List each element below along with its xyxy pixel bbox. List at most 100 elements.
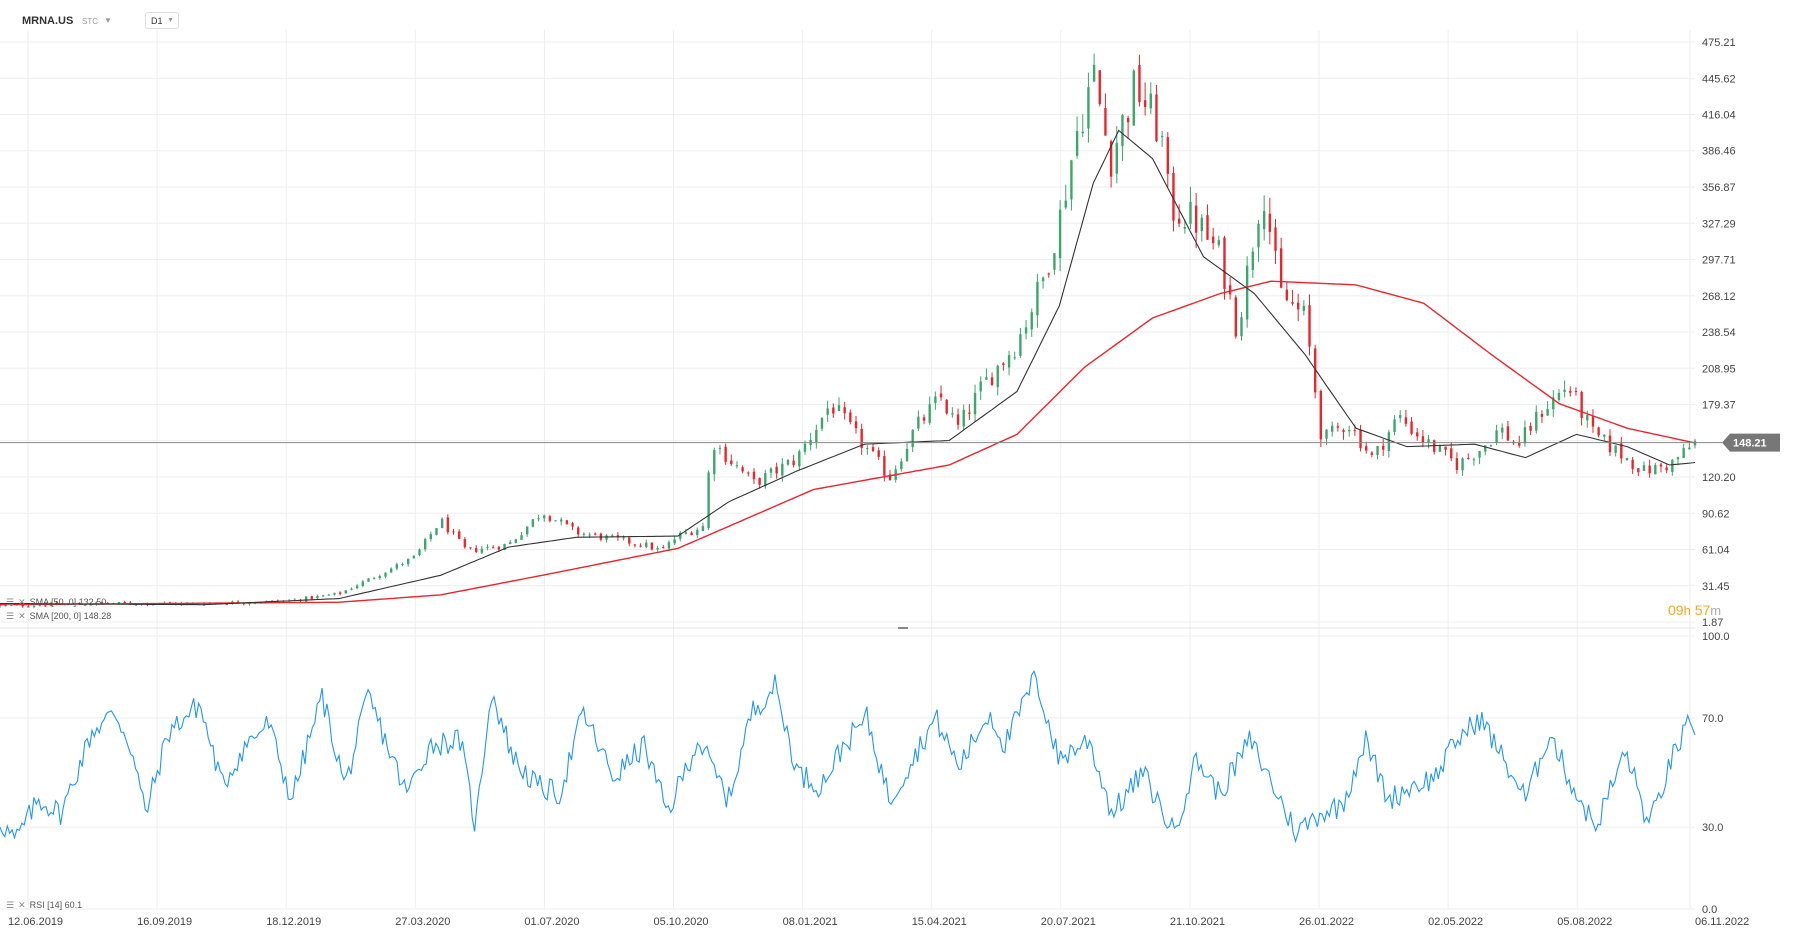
y-tick-label: 386.46 bbox=[1702, 146, 1736, 158]
y-tick-label: 416.04 bbox=[1702, 110, 1736, 122]
candle-body bbox=[435, 528, 438, 535]
candle-body bbox=[1597, 427, 1600, 436]
candle-body bbox=[1557, 392, 1561, 400]
candle-body bbox=[622, 537, 625, 539]
candle-body bbox=[1410, 421, 1413, 434]
candle-body bbox=[316, 595, 319, 599]
candle-body bbox=[656, 548, 659, 550]
x-tick-label: 15.04.2021 bbox=[912, 916, 967, 928]
candle-body bbox=[1002, 363, 1005, 366]
candle-body bbox=[1223, 237, 1226, 289]
candle-body bbox=[372, 577, 376, 579]
candle-body bbox=[843, 407, 846, 414]
candle-body bbox=[514, 539, 518, 543]
candle-body bbox=[1019, 334, 1022, 356]
sma200-name: SMA [200, 0] bbox=[29, 611, 82, 621]
candle-body bbox=[1421, 436, 1425, 443]
candle-body bbox=[225, 603, 228, 605]
candle-body bbox=[854, 421, 858, 429]
candle-body bbox=[968, 412, 971, 414]
candle-body bbox=[1217, 240, 1221, 246]
candle-body bbox=[1155, 94, 1158, 142]
candle-body bbox=[866, 448, 869, 450]
sma200-value: 148.28 bbox=[83, 611, 112, 621]
candle-body bbox=[1070, 160, 1073, 200]
rsi-tick-label: 100.0 bbox=[1702, 631, 1730, 643]
candle-body bbox=[565, 520, 569, 524]
candle-body bbox=[554, 520, 557, 522]
candle-body bbox=[531, 519, 535, 527]
sma50-legend[interactable]: ☰ ✕ SMA [50, 0] 132.50 bbox=[6, 597, 106, 608]
symbol-label[interactable]: MRNA.US bbox=[22, 15, 74, 27]
close-icon[interactable]: ✕ bbox=[18, 597, 26, 607]
lines-layer bbox=[0, 129, 1722, 844]
candle-body bbox=[752, 471, 756, 480]
candle-body bbox=[1518, 442, 1521, 446]
candle-body bbox=[1676, 457, 1680, 460]
candle-body bbox=[412, 555, 416, 559]
candle-body bbox=[89, 604, 92, 606]
candle-body bbox=[1416, 432, 1419, 437]
candle-body bbox=[361, 581, 365, 586]
candle-body bbox=[1098, 70, 1101, 105]
candle-body bbox=[1206, 215, 1209, 240]
y-tick-label: 445.62 bbox=[1702, 73, 1736, 85]
candle-body bbox=[1149, 93, 1152, 109]
y-tick-label: 31.45 bbox=[1702, 581, 1730, 593]
candle-body bbox=[350, 588, 353, 590]
rsi-value: 60.1 bbox=[64, 900, 83, 910]
settings-icon[interactable]: ☰ bbox=[6, 597, 15, 607]
settings-icon[interactable]: ☰ bbox=[6, 611, 15, 621]
close-icon[interactable]: ✕ bbox=[18, 900, 26, 910]
candle-body bbox=[1285, 289, 1289, 301]
close-icon[interactable]: ✕ bbox=[18, 611, 26, 621]
candle-body bbox=[1194, 205, 1198, 233]
candle-body bbox=[1608, 435, 1612, 453]
candle-body bbox=[503, 544, 506, 550]
candle-body bbox=[747, 472, 750, 474]
candle-body bbox=[491, 547, 495, 549]
candle-body bbox=[701, 526, 705, 532]
exchange-label[interactable]: STC bbox=[82, 17, 98, 26]
settings-icon[interactable]: ☰ bbox=[6, 900, 15, 910]
candle-body bbox=[1183, 227, 1186, 229]
candle-body bbox=[1251, 251, 1255, 270]
candle-body bbox=[497, 546, 501, 550]
last-price-marker: 148.21 bbox=[1722, 433, 1780, 452]
candle-body bbox=[1036, 281, 1039, 316]
candle-body bbox=[730, 460, 733, 465]
candle-body bbox=[1404, 417, 1408, 424]
candle-body bbox=[1177, 218, 1181, 224]
candle-body bbox=[1467, 457, 1470, 459]
candle-body bbox=[1268, 213, 1272, 232]
candle-body bbox=[1319, 391, 1323, 440]
timeframe-select[interactable]: D1 ▼ bbox=[145, 12, 179, 29]
candle-body bbox=[1262, 211, 1266, 230]
candle-body bbox=[389, 568, 393, 573]
x-tick-label: 18.12.2019 bbox=[266, 916, 321, 928]
chart-toolbar: MRNA.US STC ▼ D1 ▼ bbox=[0, 0, 400, 40]
candle-body bbox=[1302, 305, 1306, 311]
candle-body bbox=[713, 450, 716, 475]
candle-body bbox=[769, 468, 773, 473]
candle-body bbox=[38, 605, 41, 607]
candle-body bbox=[44, 605, 47, 607]
candle-body bbox=[1472, 459, 1476, 461]
candle-body bbox=[395, 564, 399, 569]
candle-body bbox=[100, 602, 104, 604]
candle-body bbox=[594, 533, 597, 535]
sma200-legend[interactable]: ☰ ✕ SMA [200, 0] 148.28 bbox=[6, 611, 111, 622]
candle-body bbox=[1365, 446, 1368, 451]
panel-resize-handle bbox=[898, 627, 908, 629]
chevron-down-icon[interactable]: ▼ bbox=[104, 16, 112, 25]
candle-body bbox=[355, 585, 359, 589]
rsi-legend[interactable]: ☰ ✕ RSI [14] 60.1 bbox=[6, 900, 82, 911]
candle-body bbox=[452, 531, 455, 533]
candle-body bbox=[1308, 305, 1311, 347]
candle-body bbox=[1540, 413, 1544, 417]
candle-body bbox=[1200, 217, 1204, 232]
y-tick-label: 90.62 bbox=[1702, 508, 1730, 520]
candle-body bbox=[520, 535, 523, 540]
